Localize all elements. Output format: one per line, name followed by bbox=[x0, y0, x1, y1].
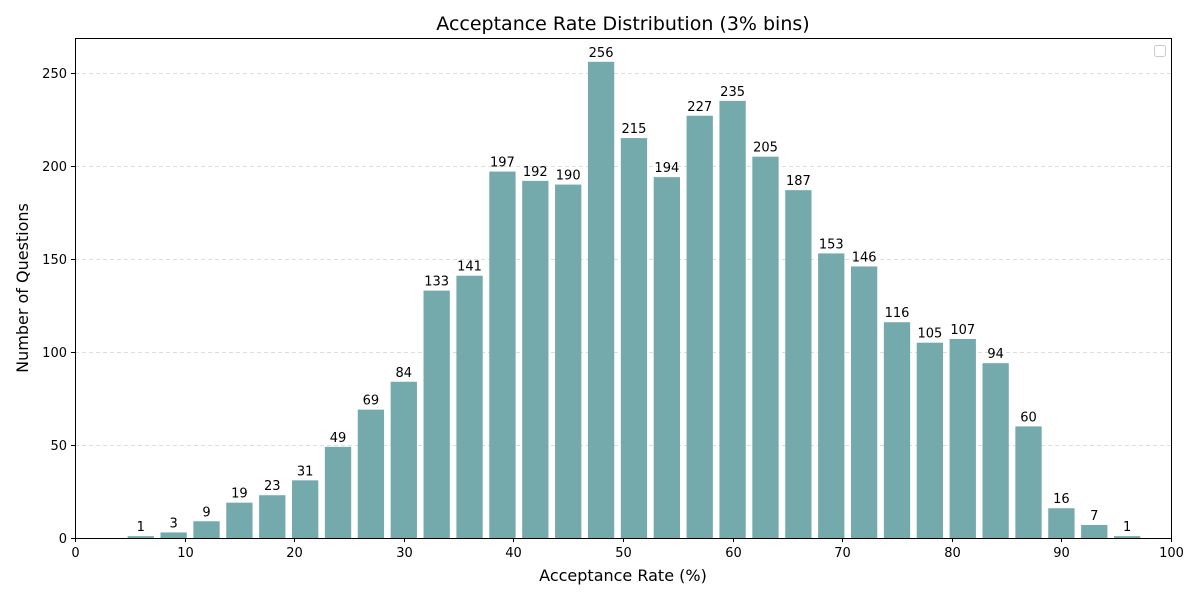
bar bbox=[1015, 426, 1042, 538]
bar bbox=[1081, 524, 1108, 538]
bar bbox=[719, 100, 746, 539]
bar-value-label: 205 bbox=[753, 141, 778, 156]
bar-value-label: 7 bbox=[1090, 509, 1098, 524]
bar bbox=[226, 502, 253, 538]
bar-value-label: 197 bbox=[490, 156, 515, 171]
empty-legend-box bbox=[1154, 45, 1166, 57]
bar bbox=[423, 290, 450, 538]
y-tick-label: 150 bbox=[42, 253, 67, 268]
bar-value-label: 94 bbox=[987, 347, 1004, 362]
bar-value-label: 107 bbox=[950, 323, 975, 338]
bar-value-label: 146 bbox=[852, 250, 877, 265]
x-tick-label: 30 bbox=[396, 546, 413, 561]
bar-value-label: 84 bbox=[396, 366, 413, 381]
bar-value-label: 105 bbox=[917, 327, 942, 342]
bar-value-label: 141 bbox=[457, 260, 482, 275]
bar bbox=[292, 480, 319, 538]
bar bbox=[160, 532, 187, 538]
bar bbox=[916, 342, 944, 538]
bar bbox=[653, 177, 680, 538]
bar-value-label: 1 bbox=[137, 520, 145, 535]
bar bbox=[522, 180, 549, 538]
bars bbox=[127, 61, 1141, 539]
bar-value-label: 194 bbox=[654, 161, 679, 176]
bar bbox=[456, 275, 483, 538]
bar bbox=[259, 495, 286, 538]
bar-value-label: 190 bbox=[556, 169, 581, 184]
bar bbox=[193, 521, 220, 538]
y-tick-label: 0 bbox=[59, 532, 67, 547]
bar bbox=[982, 363, 1009, 538]
bar bbox=[357, 409, 385, 538]
bar bbox=[883, 322, 911, 538]
x-axis-title: Acceptance Rate (%) bbox=[539, 566, 707, 585]
x-tick-label: 100 bbox=[1159, 546, 1184, 561]
bar-value-label: 227 bbox=[687, 100, 712, 115]
bar-value-label: 31 bbox=[297, 464, 314, 479]
bar-value-label: 256 bbox=[589, 46, 614, 61]
bar bbox=[818, 253, 845, 538]
bar bbox=[949, 338, 976, 538]
bar-value-label: 60 bbox=[1020, 410, 1037, 425]
bar-value-label: 1 bbox=[1123, 520, 1131, 535]
bar-value-label: 153 bbox=[819, 237, 844, 252]
chart-title: Acceptance Rate Distribution (3% bins) bbox=[436, 13, 809, 35]
x-axis-ticks: 0 10 20 30 40 50 60 70 80 90 100 bbox=[71, 538, 1184, 561]
bar bbox=[686, 115, 713, 538]
bar-value-label: 3 bbox=[169, 516, 177, 531]
x-tick-label: 80 bbox=[944, 546, 961, 561]
bar bbox=[587, 61, 615, 539]
bar-value-label: 9 bbox=[202, 505, 210, 520]
bar bbox=[127, 536, 154, 538]
bar-value-label: 16 bbox=[1053, 492, 1070, 507]
bar bbox=[785, 190, 812, 538]
bar bbox=[390, 381, 417, 538]
bar-value-label: 235 bbox=[720, 85, 745, 100]
bar-value-label: 49 bbox=[330, 431, 347, 446]
bar-value-label: 215 bbox=[622, 122, 647, 137]
y-axis-ticks: 0 50 100 150 200 250 bbox=[42, 67, 75, 547]
x-tick-label: 70 bbox=[834, 546, 851, 561]
x-tick-label: 90 bbox=[1053, 546, 1070, 561]
y-tick-label: 100 bbox=[42, 346, 67, 361]
y-tick-label: 50 bbox=[50, 439, 67, 454]
bar bbox=[752, 156, 779, 538]
x-tick-label: 50 bbox=[615, 546, 632, 561]
x-tick-label: 40 bbox=[505, 546, 522, 561]
y-tick-label: 200 bbox=[42, 160, 67, 175]
bar-value-label: 116 bbox=[885, 306, 910, 321]
y-axis-title: Number of Questions bbox=[13, 203, 32, 373]
bar bbox=[620, 138, 648, 538]
x-tick-label: 20 bbox=[286, 546, 303, 561]
bar-value-label: 19 bbox=[231, 487, 248, 502]
x-tick-label: 10 bbox=[177, 546, 194, 561]
bar-value-label: 23 bbox=[264, 479, 281, 494]
bar bbox=[1114, 536, 1141, 538]
y-tick-label: 250 bbox=[42, 67, 67, 82]
x-tick-label: 0 bbox=[71, 546, 79, 561]
bar bbox=[850, 266, 878, 538]
bar-value-label: 192 bbox=[523, 165, 548, 180]
x-tick-label: 60 bbox=[725, 546, 742, 561]
bar-value-label: 69 bbox=[363, 394, 380, 409]
bar bbox=[555, 184, 582, 538]
bar bbox=[489, 171, 516, 538]
bar bbox=[324, 446, 352, 538]
bar-value-label: 133 bbox=[424, 275, 449, 290]
bar-value-label: 187 bbox=[786, 174, 811, 189]
bar bbox=[1048, 508, 1075, 538]
